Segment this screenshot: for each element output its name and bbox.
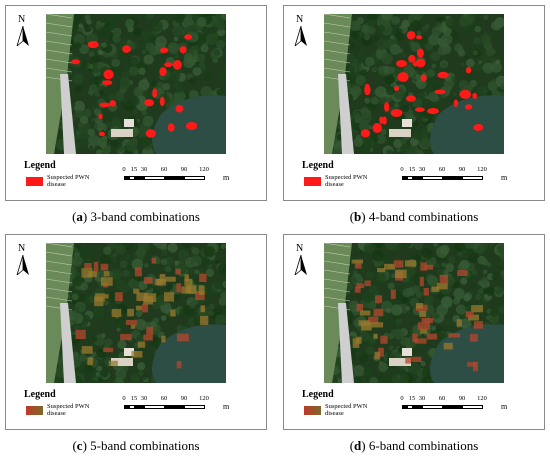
scale-tick-label: 120 [199, 166, 209, 173]
scale-tick-label: 30 [418, 166, 426, 173]
scale-tick-label: 60 [438, 395, 446, 402]
scale-tick-label: 60 [160, 166, 168, 173]
satellite-map [324, 243, 504, 383]
scale-tick-label: 30 [140, 166, 148, 173]
scale-tick-label: 60 [160, 395, 168, 402]
scale-bar: 0 15 30 60 90 120 m [400, 395, 532, 423]
legend-swatch [304, 406, 321, 415]
caption-a: (a) 3-band combinations [72, 209, 200, 224]
north-arrow-icon: N [294, 243, 308, 277]
caption-d: (d) 6-band combinations [349, 438, 479, 453]
map-image [324, 243, 504, 383]
scale-tick-label: 15 [408, 166, 416, 173]
north-label: N [296, 243, 304, 254]
scale-tick-label: 120 [199, 395, 209, 402]
scale-segment [144, 176, 165, 180]
map-panel-d: N Legend Suspected PWN disease 0 15 30 60 90… [283, 234, 545, 430]
scale-tick-label: 0 [122, 395, 126, 402]
scale-tick-label: 90 [458, 166, 466, 173]
map-panel-c: N Legend Suspected PWN disease 0 15 30 60 90… [5, 234, 267, 430]
scale-segment [184, 176, 205, 180]
legend-swatch [26, 406, 43, 415]
scale-tick-label: 15 [130, 166, 138, 173]
scale-tick-label: 0 [122, 166, 126, 173]
scale-segment [442, 405, 463, 409]
north-arrow-icon: N [16, 243, 30, 277]
scale-tick-label: 0 [400, 395, 404, 402]
north-label: N [18, 243, 26, 254]
scale-tick-label: 15 [408, 395, 416, 402]
north-arrow-icon: N [16, 14, 30, 48]
scale-tick-label: 90 [180, 395, 188, 402]
scale-unit: m [223, 173, 230, 182]
map-image [324, 14, 504, 154]
north-label: N [18, 14, 26, 25]
scale-segment [164, 405, 185, 409]
legend-label: Suspected PWN disease [325, 174, 368, 188]
scale-tick-label: 60 [438, 166, 446, 173]
satellite-map [46, 14, 226, 154]
scale-tick-label: 90 [458, 395, 466, 402]
scale-unit: m [501, 173, 508, 182]
satellite-map [46, 243, 226, 383]
scale-tick-label: 120 [477, 395, 487, 402]
caption-b: (b) 4-band combinations [349, 209, 479, 224]
scale-bar: 0 15 30 60 90 120 m [122, 166, 254, 194]
legend-label: Suspected PWN disease [47, 403, 90, 417]
legend-title: Legend [302, 389, 334, 400]
scale-segment [164, 176, 185, 180]
map-image [46, 243, 226, 383]
scale-segment [422, 405, 443, 409]
scale-segment [462, 405, 483, 409]
scale-tick-label: 30 [418, 395, 426, 402]
legend-swatch [26, 177, 43, 186]
scale-segment [462, 176, 483, 180]
map-image [46, 14, 226, 154]
scale-segment [184, 405, 205, 409]
legend-label: Suspected PWN disease [325, 403, 368, 417]
scale-unit: m [223, 402, 230, 411]
caption-c: (c) 5-band combinations [72, 438, 200, 453]
legend-label: Suspected PWN disease [47, 174, 90, 188]
scale-segment [422, 176, 443, 180]
legend-title: Legend [24, 389, 56, 400]
satellite-map [324, 14, 504, 154]
legend-title: Legend [302, 160, 334, 171]
map-panel-a: N Legend Suspected PWN disease 0 15 30 60 90… [5, 5, 267, 201]
legend-swatch [304, 177, 321, 186]
north-arrow-icon: N [294, 14, 308, 48]
scale-bar: 0 15 30 60 90 120 m [400, 166, 532, 194]
scale-segment [442, 176, 463, 180]
scale-tick-label: 30 [140, 395, 148, 402]
scale-bar: 0 15 30 60 90 120 m [122, 395, 254, 423]
legend-title: Legend [24, 160, 56, 171]
north-label: N [296, 14, 304, 25]
scale-tick-label: 120 [477, 166, 487, 173]
scale-unit: m [501, 402, 508, 411]
scale-tick-label: 15 [130, 395, 138, 402]
map-panel-b: N Legend Suspected PWN disease 0 15 30 60 90… [283, 5, 545, 201]
scale-tick-label: 90 [180, 166, 188, 173]
scale-tick-label: 0 [400, 166, 404, 173]
scale-segment [144, 405, 165, 409]
